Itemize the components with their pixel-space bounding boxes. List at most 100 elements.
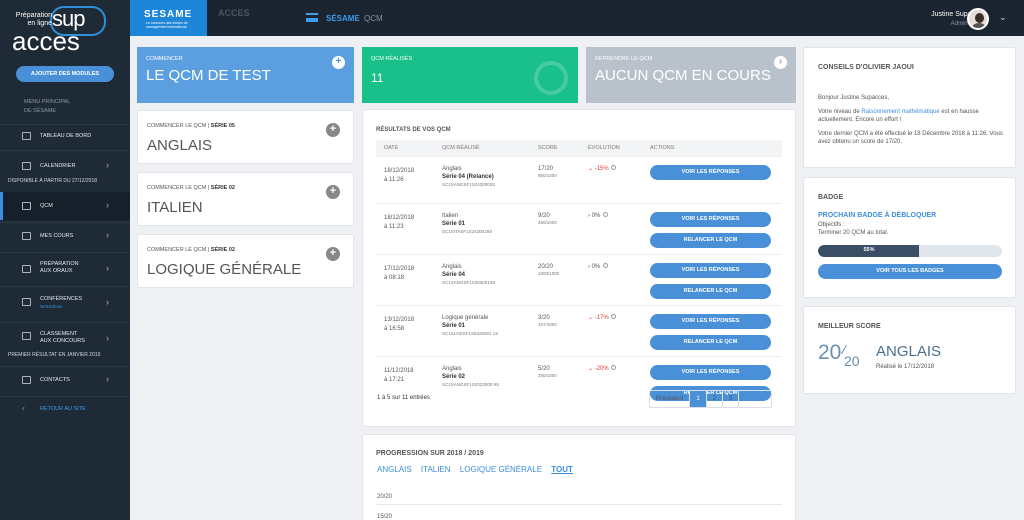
row-date: 11/12/2018 à 17:21	[376, 355, 434, 407]
top-bar: SESAME Le concours des écoles de managem…	[130, 0, 1024, 36]
sesame-logo-subtitle: Le concours des écoles de management int…	[146, 21, 188, 29]
row-actions: VOIR LES RÉPONSES RELANCER LE QCM	[642, 253, 782, 305]
tab-italien[interactable]: ITALIEN	[420, 465, 451, 474]
supacces-logo[interactable]: Préparation en ligne sup acces	[0, 0, 130, 56]
divider	[0, 286, 130, 287]
back-label: RETOUR AU SITE	[40, 406, 86, 412]
divider	[0, 322, 130, 323]
sidebar-item-calendar[interactable]: CALENDRIER › DISPONIBLE À PARTIR DU 27/1…	[0, 150, 130, 188]
plus-icon[interactable]: +	[326, 123, 340, 137]
row-evolution: ⌄ -15%	[580, 155, 642, 203]
sesame-logo-title: SESAME	[144, 9, 193, 20]
row-qcm: Italien Série 01 SC1SITASF1S2430029S	[434, 202, 530, 254]
series-card-italien[interactable]: COMMENCER LE QCM | SÉRIE 02 ITALIEN +	[137, 172, 354, 226]
row-qcm: Logique générale Série 01 SC1SLGESF1S53250…	[434, 304, 530, 356]
sidebar-item-conferences[interactable]: CONFÉRENCES NOUVEAU ›	[0, 286, 130, 320]
best-score-title: MEILLEUR SCORE	[818, 323, 881, 330]
tile-count: 11	[371, 71, 384, 85]
pagination-page-2[interactable]: 2	[707, 391, 724, 407]
sidebar-item-courses[interactable]: MES COURS ›	[0, 222, 130, 250]
view-answers-button[interactable]: VOIR LES RÉPONSES	[650, 262, 771, 278]
pagination-next[interactable]: Suivant	[745, 396, 766, 402]
plus-icon[interactable]: +	[332, 56, 345, 69]
hamburger-menu-icon[interactable]	[306, 13, 318, 22]
tile-caption: QCM RÉALISÉS	[371, 56, 413, 62]
pagination-previous[interactable]: Précédent	[650, 391, 691, 407]
series-caption: COMMENCER LE QCM | SÉRIE 02	[147, 185, 235, 191]
sesame-logo[interactable]: SESAME Le concours des écoles de managem…	[130, 0, 207, 36]
avatar[interactable]	[967, 8, 989, 30]
sidebar-item-contacts[interactable]: CONTACTS ›	[0, 366, 130, 394]
tab-anglais[interactable]: ANGLAIS	[377, 465, 412, 474]
col-evolution: ÉVOLUTION	[580, 140, 642, 156]
info-icon	[603, 212, 609, 218]
best-score-subject: ANGLAIS	[876, 343, 942, 360]
logo-text-line1: Préparation en ligne	[15, 12, 52, 27]
start-test-qcm-tile[interactable]: COMMENCER LE QCM DE TEST +	[137, 47, 354, 103]
arrow-right-icon: ›	[588, 212, 590, 219]
sidebar-item-ranking[interactable]: CLASSEMENT AUX CONCOURS › PREMIER RÉSULTA…	[0, 322, 130, 362]
plus-icon[interactable]: +	[326, 185, 340, 199]
badge-progress-label: 55%	[863, 247, 875, 253]
pagination-page-1[interactable]: 1	[690, 391, 707, 407]
view-answers-button[interactable]: VOIR LES RÉPONSES	[650, 164, 771, 180]
chevron-right-icon: ›	[106, 333, 109, 343]
advice-link[interactable]: Raisonnement mathématique	[861, 109, 940, 115]
book-icon	[22, 232, 31, 240]
series-subject: ITALIEN	[147, 199, 203, 216]
breadcrumb-sesame[interactable]: SÉSAME	[326, 14, 360, 23]
restart-qcm-button[interactable]: RELANCER LE QCM	[650, 334, 771, 350]
restart-qcm-button[interactable]: RELANCER LE QCM	[650, 385, 771, 401]
back-to-site-link[interactable]: ‹ RETOUR AU SITE	[0, 400, 130, 420]
badge-title: BADGE	[818, 194, 844, 201]
view-answers-button[interactable]: VOIR LES RÉPONSES	[650, 364, 771, 380]
best-score-panel: MEILLEUR SCORE 20 20 ANGLAIS Réalisé le …	[803, 306, 1016, 394]
best-score-value: 20	[818, 341, 842, 364]
user-name: Justine Supacces	[931, 11, 986, 18]
sidebar-item-label: QCM	[40, 203, 53, 209]
chevron-down-icon[interactable]: ⌄	[999, 12, 1007, 22]
tab-logique[interactable]: LOGIQUE GÉNÉRALE	[459, 465, 543, 474]
sidebar-item-oral-prep[interactable]: PRÉPARATION AUX ORAUX ›	[0, 252, 130, 284]
sidebar-item-label: MES COURS	[40, 233, 74, 239]
resume-qcm-tile[interactable]: REPRENDRE LE QCM AUCUN QCM EN COURS ›	[586, 47, 796, 103]
chevron-right-icon: ›	[106, 374, 109, 384]
pagination-page-3[interactable]: 3	[723, 391, 740, 407]
view-all-badges-button[interactable]: VOIR TOUS LES BADGES	[818, 264, 1002, 279]
microphone-icon	[22, 265, 31, 273]
divider	[0, 252, 130, 253]
restart-qcm-button[interactable]: RELANCER LE QCM	[650, 232, 771, 248]
chevron-right-icon: ›	[106, 263, 109, 273]
view-answers-button[interactable]: VOIR LES RÉPONSES	[650, 313, 771, 329]
row-date: 18/12/2018 à 11:23	[376, 202, 434, 254]
row-date: 13/12/2018 à 16:58	[376, 304, 434, 356]
arrow-right-icon: ›	[588, 263, 590, 270]
tab-tout[interactable]: TOUT	[551, 465, 573, 474]
restart-qcm-button[interactable]: RELANCER LE QCM	[650, 283, 771, 299]
sidebar-item-qcm[interactable]: QCM ›	[0, 192, 130, 220]
table-row: 18/12/2018 à 11:26 Anglais Série 04 (Relan…	[376, 155, 782, 203]
arrow-down-icon: ⌄	[588, 365, 594, 372]
series-subject: ANGLAIS	[147, 137, 213, 154]
sidebar: Préparation en ligne sup acces AJOUTER DE…	[0, 0, 130, 520]
series-card-logique[interactable]: COMMENCER LE QCM | SÉRIE 02 LOGIQUE GÉNÉ…	[137, 234, 354, 288]
chevron-right-icon: ›	[106, 200, 109, 210]
series-card-anglais[interactable]: COMMENCER LE QCM | SÉRIE 05 ANGLAIS +	[137, 110, 354, 164]
series-subject: LOGIQUE GÉNÉRALE	[147, 261, 302, 278]
logo-acces: acces	[12, 26, 80, 56]
view-answers-button[interactable]: VOIR LES RÉPONSES	[650, 211, 771, 227]
next-badge-label: PROCHAIN BADGE À DÉBLOQUER	[818, 212, 937, 219]
contacts-icon	[22, 376, 31, 384]
sidebar-item-dashboard[interactable]: TABLEAU DE BORD	[0, 124, 130, 148]
divider	[0, 150, 130, 151]
acces-logo: ACCES	[218, 8, 250, 18]
arrow-down-icon: ⌄	[588, 165, 594, 172]
info-icon	[603, 263, 609, 269]
chevron-right-icon[interactable]: ›	[774, 56, 787, 69]
trophy-icon	[22, 332, 31, 340]
add-modules-button[interactable]: AJOUTER DES MODULES	[16, 66, 114, 82]
tile-title: AUCUN QCM EN COURS	[595, 67, 771, 84]
series-caption: COMMENCER LE QCM | SÉRIE 05	[147, 123, 235, 129]
plus-icon[interactable]: +	[326, 247, 340, 261]
table-row: 17/12/2018 à 08:18 Anglais Série 04 SC1SANG…	[376, 253, 782, 305]
